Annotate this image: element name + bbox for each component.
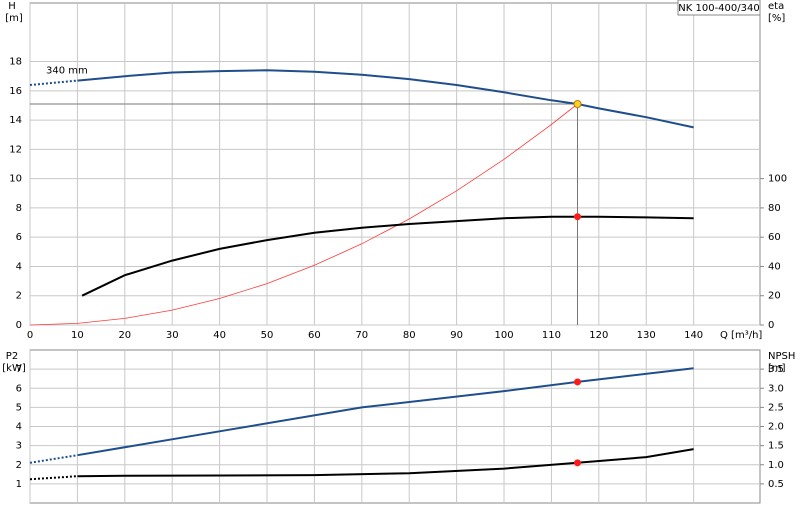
- x-tick-label: 110: [542, 330, 561, 341]
- chart-title: NK 100-400/340: [678, 3, 759, 14]
- x-tick-label: 140: [684, 330, 703, 341]
- y2-tick-label: 1.0: [768, 460, 784, 471]
- y2-tick-label: 80: [768, 203, 781, 214]
- x-tick-label: 90: [450, 330, 463, 341]
- y2-axis-label: NPSH: [768, 351, 795, 362]
- y-tick-label: 5: [16, 402, 22, 413]
- y2-tick-label: 3.0: [768, 383, 784, 394]
- curve: [77, 448, 694, 478]
- y-tick-label: 1: [16, 479, 22, 490]
- y-tick-label: 18: [9, 57, 22, 68]
- x-tick-label: 130: [637, 330, 656, 341]
- curve-extension: [29, 454, 78, 464]
- curve: [77, 367, 694, 457]
- y-axis-label: P2: [6, 351, 18, 362]
- x-tick-label: 30: [166, 330, 179, 341]
- x-label-bg: [716, 328, 760, 342]
- y-tick-label: 2: [16, 291, 22, 302]
- y2-tick-label: 0: [768, 320, 774, 331]
- x-axis-label: Q [m³/h]: [720, 330, 762, 341]
- y2-axis-unit: [%]: [768, 13, 785, 24]
- y-tick-label: 2: [16, 460, 22, 471]
- y-axis-unit: [kW]: [2, 363, 26, 374]
- duty-point: [573, 99, 582, 108]
- duty-point: [574, 378, 581, 386]
- x-tick-label: 120: [589, 330, 608, 341]
- y2-tick-label: 0.5: [768, 479, 784, 490]
- y2-tick-label: 1.5: [768, 441, 784, 452]
- y-tick-label: 10: [9, 174, 22, 185]
- y-tick-label: 6: [16, 383, 22, 394]
- curve-annotation: 340 mm: [46, 66, 88, 77]
- curve: [77, 69, 694, 129]
- y-tick-label: 6: [16, 232, 22, 243]
- y2-tick-label: 2.5: [768, 402, 784, 413]
- y2-axis-unit: [m]: [768, 363, 786, 374]
- y-tick-label: 4: [16, 422, 22, 433]
- x-tick-label: 50: [261, 330, 274, 341]
- x-tick-label: 70: [355, 330, 368, 341]
- y-tick-label: 8: [16, 203, 22, 214]
- x-tick-label: 40: [213, 330, 226, 341]
- x-tick-label: 10: [71, 330, 84, 341]
- x-tick-label: 100: [494, 330, 513, 341]
- x-tick-label: 0: [27, 330, 33, 341]
- y2-tick-label: 40: [768, 261, 781, 272]
- y2-tick-label: 100: [768, 174, 787, 185]
- y-tick-label: 4: [16, 261, 22, 272]
- y-tick-label: 16: [9, 86, 22, 97]
- x-tick-label: 20: [118, 330, 131, 341]
- y-tick-label: 12: [9, 144, 22, 155]
- title-box: [677, 0, 761, 16]
- y2-tick-label: 2.0: [768, 422, 784, 433]
- y2-tick-label: 20: [768, 291, 781, 302]
- x-tick-label: 80: [403, 330, 416, 341]
- y2-tick-label: 3.5: [768, 364, 784, 375]
- x-tick-label: 60: [308, 330, 321, 341]
- curve: [29, 103, 578, 326]
- y-tick-label: 3: [16, 441, 22, 452]
- duty-point: [574, 213, 581, 221]
- y-tick-label: 14: [9, 115, 22, 126]
- y-axis-unit: [m]: [5, 13, 23, 24]
- curve: [81, 215, 694, 297]
- plot-area: [29, 2, 761, 326]
- y2-tick-label: 60: [768, 232, 781, 243]
- duty-point: [574, 459, 581, 467]
- y-axis-label: H: [8, 1, 16, 12]
- y-tick-label: 0: [16, 320, 22, 331]
- y-tick-label: 7: [16, 364, 22, 375]
- y2-axis-label: eta: [768, 1, 784, 12]
